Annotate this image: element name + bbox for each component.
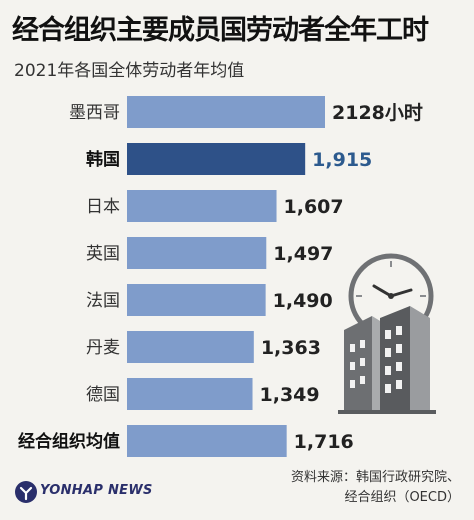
value-label: 1,349 <box>260 384 320 406</box>
category-label: 韩国 <box>86 149 120 170</box>
chart-title: 经合组织主要成员国劳动者全年工时 <box>12 15 429 46</box>
yonhap-logo-icon <box>15 481 37 503</box>
value-label: 1,915 <box>312 149 372 171</box>
value-label: 2128小时 <box>332 102 423 124</box>
category-label: 日本 <box>86 197 120 217</box>
bar <box>127 237 267 269</box>
category-label: 经合组织均值 <box>18 431 120 452</box>
value-label: 1,607 <box>284 196 344 218</box>
category-label: 法国 <box>86 291 120 311</box>
buildings-icon <box>338 306 436 414</box>
source-line-2: 经合组织（OECD） <box>344 490 460 505</box>
bar <box>127 190 277 222</box>
bar <box>127 143 306 175</box>
chart-subtitle: 2021年各国全体劳动者年均值 <box>14 61 245 81</box>
bar <box>127 284 266 316</box>
source-note: 资料来源：韩国行政研究院、 经合组织（OECD） <box>291 468 460 508</box>
bar <box>127 96 325 128</box>
value-label: 1,497 <box>273 243 333 265</box>
value-label: 1,490 <box>273 290 333 312</box>
logo-text: YONHAP NEWS <box>40 483 153 498</box>
source-line-1: 资料来源：韩国行政研究院、 <box>290 470 460 485</box>
category-label: 丹麦 <box>86 338 120 358</box>
bar <box>127 378 253 410</box>
value-label: 1,363 <box>261 337 321 359</box>
bar <box>127 331 254 363</box>
category-label: 墨西哥 <box>69 103 120 123</box>
category-label: 英国 <box>86 244 120 264</box>
category-label: 德国 <box>86 385 120 405</box>
bar <box>127 425 287 457</box>
value-label: 1,716 <box>294 431 354 453</box>
illustration <box>338 253 436 414</box>
